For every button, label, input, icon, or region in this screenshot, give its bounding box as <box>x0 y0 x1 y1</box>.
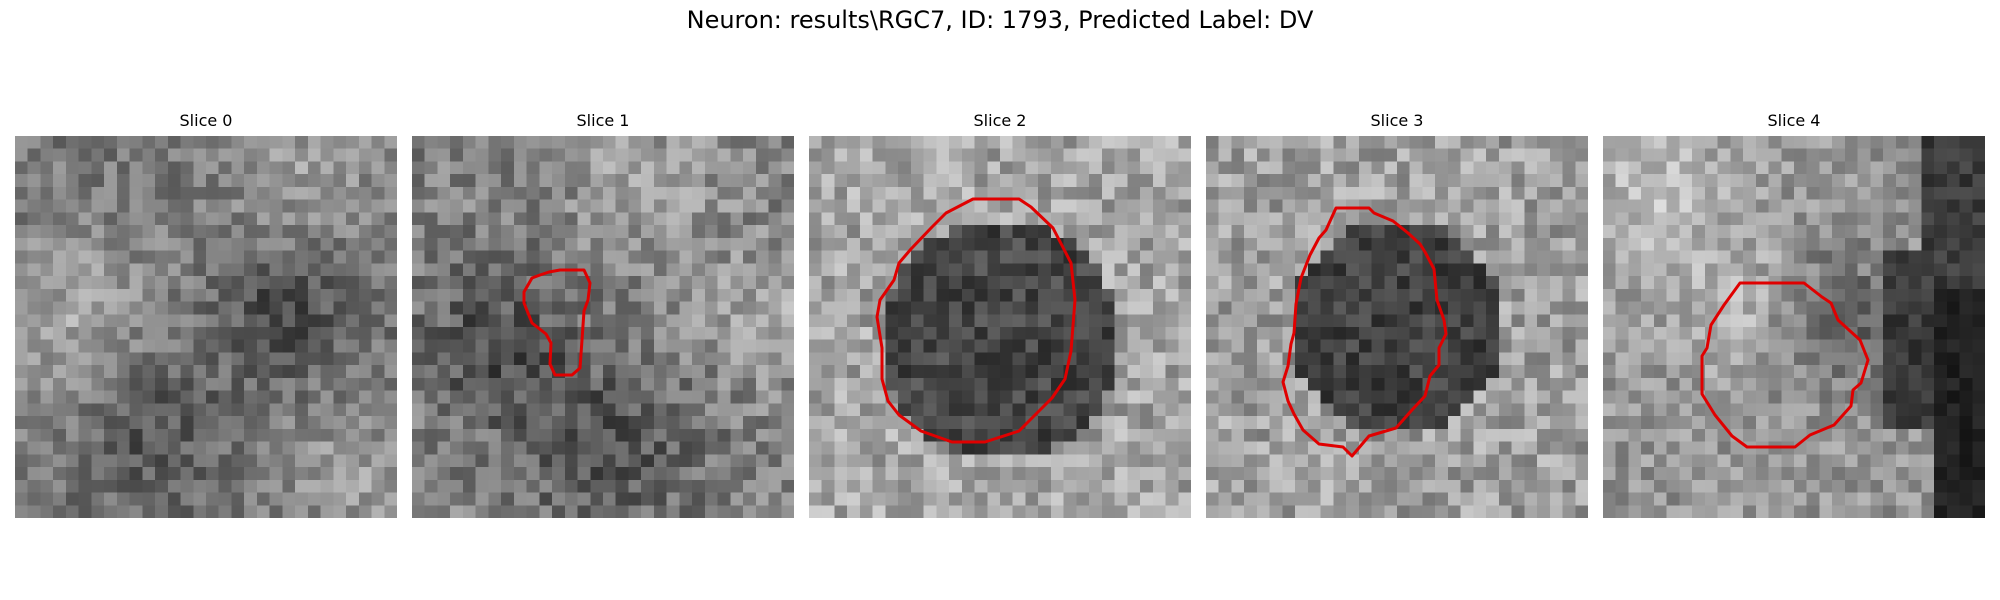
slice-image <box>809 136 1191 518</box>
slice-image-frame <box>412 136 794 518</box>
slice-image-frame <box>1206 136 1588 518</box>
slice-image <box>1206 136 1588 518</box>
slice-image <box>15 136 397 518</box>
slice-title: Slice 3 <box>1370 111 1424 130</box>
slice-title: Slice 4 <box>1767 111 1821 130</box>
slice-title: Slice 2 <box>973 111 1027 130</box>
slice-panel-1: Slice 1 <box>412 110 794 518</box>
figure-title: Neuron: results\RGC7, ID: 1793, Predicte… <box>686 6 1314 34</box>
slice-image <box>412 136 794 518</box>
slice-panel-2: Slice 2 <box>809 110 1191 518</box>
slice-title: Slice 1 <box>576 111 630 130</box>
slice-panel-4: Slice 4 <box>1603 110 1985 518</box>
slice-panel-3: Slice 3 <box>1206 110 1588 518</box>
slice-panel-0: Slice 0 <box>15 110 397 518</box>
slice-image-frame <box>15 136 397 518</box>
slice-title: Slice 0 <box>179 111 233 130</box>
slice-image-frame <box>809 136 1191 518</box>
slice-image <box>1603 136 1985 518</box>
slice-image-frame <box>1603 136 1985 518</box>
